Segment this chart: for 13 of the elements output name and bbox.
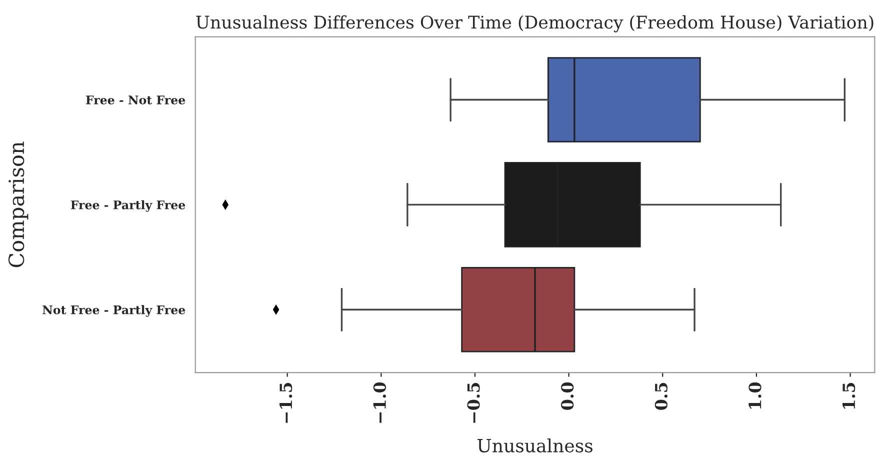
y-tick-label: Free - Partly Free bbox=[70, 200, 186, 212]
x-tick-label: −0.5 bbox=[467, 382, 480, 423]
x-tick-label: 0.5 bbox=[654, 382, 668, 410]
y-axis-title: Comparison bbox=[8, 142, 28, 268]
y-tick-label: Not Free - Partly Free bbox=[42, 305, 186, 317]
y-tick-label: Free - Not Free bbox=[86, 96, 186, 104]
x-axis-title: Unusualness bbox=[477, 438, 592, 452]
x-tick-label: 1.0 bbox=[748, 382, 762, 409]
x-tick-label: 1.5 bbox=[842, 382, 856, 409]
x-tick-label: −1.5 bbox=[280, 382, 292, 423]
x-tick-label: 0.0 bbox=[561, 382, 574, 410]
chart-title: Unusualness Differences Over Time (Democracy (Freedom House) Variation) bbox=[196, 15, 874, 32]
x-tick-label: −1.0 bbox=[373, 382, 386, 423]
